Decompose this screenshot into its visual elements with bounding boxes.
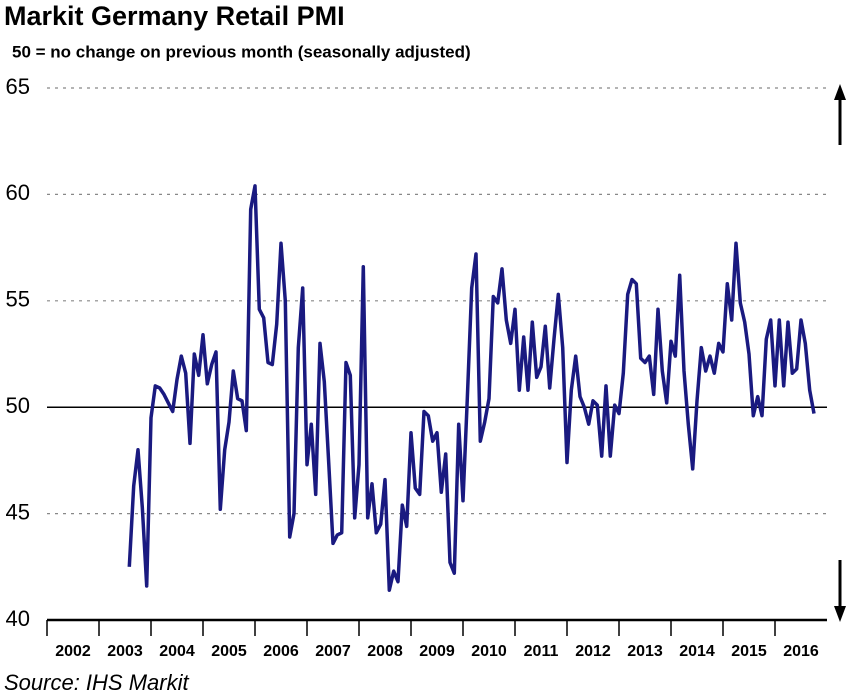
chart-subtitle: 50 = no change on previous month (season… <box>12 42 471 61</box>
x-tick-label: 2006 <box>263 643 299 660</box>
x-tick-label: 2009 <box>419 643 455 660</box>
y-tick-label: 60 <box>6 180 30 205</box>
x-tick-label: 2011 <box>524 643 559 660</box>
x-tick-label: 2012 <box>575 643 611 660</box>
y-tick-label: 65 <box>6 74 30 99</box>
y-tick-label: 45 <box>6 499 30 524</box>
y-tick-label: 55 <box>6 287 30 312</box>
x-tick-label: 2013 <box>627 643 663 660</box>
data-line <box>127 184 816 592</box>
x-tick-label: 2007 <box>315 643 351 660</box>
chart-title: Markit Germany Retail PMI <box>4 1 345 31</box>
y-tick-label: 40 <box>6 606 30 631</box>
x-tick-label: 2008 <box>367 643 403 660</box>
source-note: Source: IHS Markit <box>4 670 189 695</box>
y-tick-label: 50 <box>6 393 30 418</box>
x-tick-label: 2003 <box>107 643 143 660</box>
up-arrow <box>834 84 846 145</box>
x-tick-label: 2002 <box>55 643 91 660</box>
x-tick-label: 2005 <box>211 643 247 660</box>
x-tick-label: 2014 <box>679 643 715 660</box>
x-tick-label: 2010 <box>471 643 507 660</box>
x-tick-label: 2016 <box>783 643 819 660</box>
x-tick-label: 2015 <box>731 643 767 660</box>
down-arrow <box>834 560 846 622</box>
x-tick-label: 2004 <box>159 643 195 660</box>
